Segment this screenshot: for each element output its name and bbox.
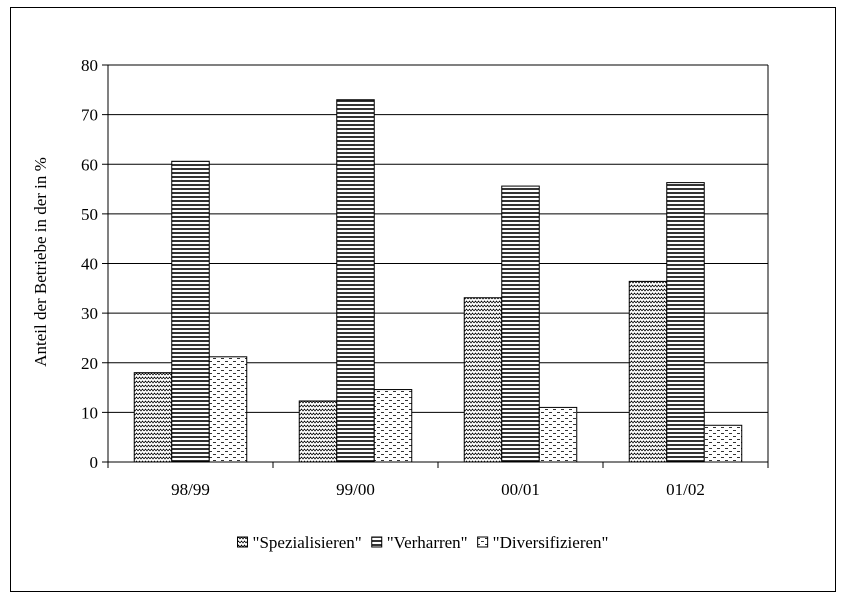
bar-horizontal-lines-99-00 xyxy=(336,99,375,463)
y-tick-label: 40 xyxy=(81,255,98,274)
x-tick-label: 00/01 xyxy=(501,480,540,499)
bar-horizontal-lines-98-99 xyxy=(171,160,210,463)
x-tick-label: 01/02 xyxy=(666,480,705,499)
bar-zigzag-99-00 xyxy=(298,400,338,463)
y-tick-label: 50 xyxy=(81,205,98,224)
chart-border xyxy=(10,7,836,592)
y-tick-label: 80 xyxy=(81,56,98,75)
x-tick-label: 99/00 xyxy=(336,480,375,499)
bar-zigzag-00-01 xyxy=(463,297,503,463)
legend-label: "Spezialisieren" xyxy=(253,533,362,552)
y-axis-label: Anteil der Betriebe in der in % xyxy=(31,157,50,367)
bar-dashes-99-00 xyxy=(373,389,413,463)
bar-dashes-00-01 xyxy=(538,406,578,463)
bar-horizontal-lines-00-01 xyxy=(501,185,540,463)
bar-zigzag-01-02 xyxy=(628,280,668,463)
y-tick-label: 70 xyxy=(81,106,98,125)
bar-dashes-98-99 xyxy=(208,356,248,463)
y-tick-label: 30 xyxy=(81,304,98,323)
bar-horizontal-lines-01-02 xyxy=(666,182,705,463)
bar-dashes-01-02 xyxy=(703,424,743,463)
y-tick-label: 10 xyxy=(81,403,98,422)
x-tick-label: 98/99 xyxy=(171,480,210,499)
bar-zigzag-98-99 xyxy=(133,372,173,463)
legend-swatch-zigzag xyxy=(237,536,249,548)
axes xyxy=(102,64,769,468)
legend-swatch-dashes xyxy=(477,536,489,548)
x-tick-labels: 98/99 99/00 00/01 01/02 xyxy=(171,480,705,499)
legend-label: "Diversifizieren" xyxy=(493,533,609,552)
y-tick-label: 0 xyxy=(90,453,99,472)
y-tick-label: 60 xyxy=(81,155,98,174)
legend-swatch-horizontal-lines xyxy=(371,536,383,548)
y-tick-label: 20 xyxy=(81,354,98,373)
legend: "Spezialisieren" "Verharren" "Diversifizie… xyxy=(237,533,609,552)
y-tick-labels: 0 10 20 30 40 50 60 70 80 xyxy=(81,56,98,472)
legend-label: "Verharren" xyxy=(387,533,468,552)
bars xyxy=(133,99,743,463)
